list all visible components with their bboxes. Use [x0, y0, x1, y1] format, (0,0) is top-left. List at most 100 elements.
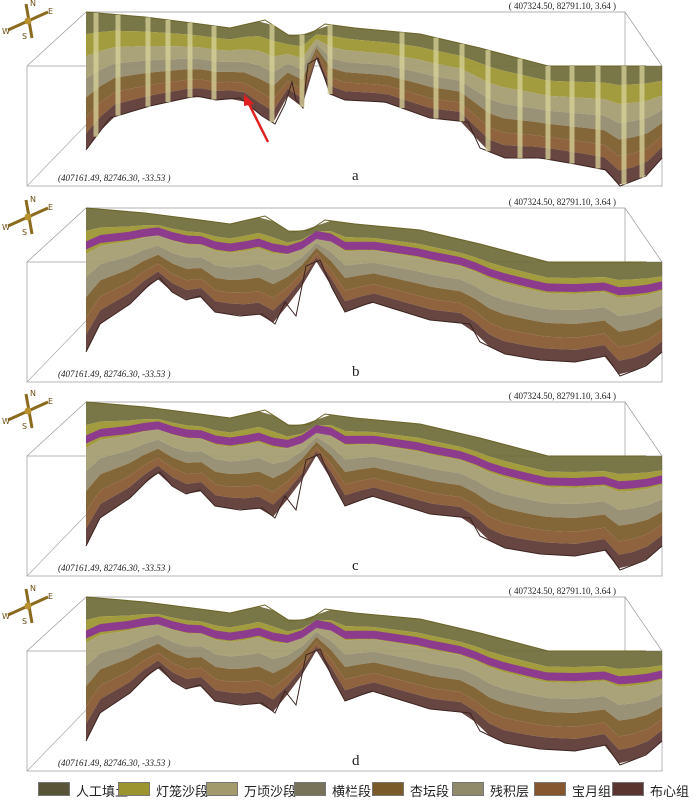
stratum-layer — [86, 208, 662, 280]
borehole-column — [569, 66, 575, 164]
compass-icon: N S W E — [2, 196, 53, 236]
red-arrow — [246, 101, 270, 143]
stratum-layer — [86, 257, 662, 375]
borehole-column — [145, 17, 151, 107]
compass-center — [24, 407, 32, 415]
bounding-box-edge — [26, 207, 87, 263]
borehole-column — [399, 32, 405, 109]
bounding-box-edge — [26, 514, 87, 577]
bounding-box-edge — [26, 11, 87, 67]
stratum-layer — [86, 597, 662, 669]
panel-c: ( 407324.50, 82791.10, 3.64 ) (407161.49… — [0, 390, 700, 585]
stratum-layer — [86, 242, 662, 332]
legend-swatch — [206, 782, 238, 796]
top-right-coordinate: ( 407324.50, 82791.10, 3.64 ) — [508, 391, 616, 401]
borehole-column — [115, 14, 121, 116]
top-surface — [85, 596, 646, 652]
stratum-layer — [86, 646, 662, 764]
bounding-box-edge — [624, 11, 663, 67]
legend: 人工填土 灯笼沙段 万顷沙段 横栏段 杏坛段 残积层 宝月组 布心组 — [38, 780, 689, 800]
stratum-layer — [86, 429, 662, 510]
borehole-column — [517, 58, 523, 158]
base-surface — [85, 259, 663, 377]
top-surface — [85, 401, 646, 457]
compass-letter: W — [2, 223, 10, 232]
bounding-box-edge — [26, 124, 87, 187]
panel-b: ( 407324.50, 82791.10, 3.64 ) (407161.49… — [0, 196, 700, 391]
panel-d: ( 407324.50, 82791.10, 3.64 ) (407161.49… — [0, 585, 700, 780]
borehole-column — [299, 34, 305, 107]
bottom-left-coordinate: (407161.49, 82746.30, -33.53 ) — [58, 173, 171, 183]
borehole-column — [187, 22, 193, 98]
purple-interlayer — [86, 421, 662, 490]
top-right-coordinate: ( 407324.50, 82791.10, 3.64 ) — [508, 1, 616, 11]
legend-label: 灯笼沙段 — [156, 785, 209, 800]
compass-icon: N S W E — [2, 390, 53, 430]
bounding-box-edge — [624, 207, 663, 263]
borehole-column — [93, 12, 99, 137]
panel-label: c — [352, 558, 359, 574]
bounding-box-edge — [26, 320, 87, 383]
bounding-box-edge — [26, 401, 87, 457]
top-right-coordinate: ( 407324.50, 82791.10, 3.64 ) — [508, 586, 616, 596]
legend-label: 横栏段 — [332, 785, 372, 800]
panel-label: a — [352, 168, 359, 184]
compass-letter: N — [30, 196, 36, 204]
base-surface — [85, 57, 663, 187]
legend-swatch — [38, 782, 70, 796]
stratum-layer — [86, 247, 662, 348]
borehole-column — [433, 37, 439, 119]
compass-letter: E — [48, 7, 53, 16]
bounding-box-edge — [624, 401, 663, 457]
compass-letter: S — [22, 422, 27, 430]
stratum-layer — [86, 235, 662, 316]
legend-label: 人工填土 — [76, 785, 129, 800]
compass-letter: E — [48, 397, 53, 406]
legend-label: 杏坛段 — [410, 785, 450, 800]
base-surface — [85, 648, 663, 766]
stratum-layer — [86, 636, 662, 737]
top-surface — [85, 207, 646, 263]
borehole-column — [269, 24, 275, 123]
compass-letter: S — [22, 617, 27, 625]
stratum-layer — [86, 446, 662, 555]
compass-center — [24, 602, 32, 610]
purple-interlayer — [86, 227, 662, 296]
borehole-column — [211, 25, 217, 100]
compass-letter: S — [22, 228, 27, 236]
stratum-layer — [86, 641, 662, 750]
stratum-layer — [86, 252, 662, 361]
compass-center — [24, 213, 32, 221]
stratum-layer — [86, 436, 662, 526]
bounding-box-edge — [26, 596, 87, 652]
compass-letter: W — [2, 27, 10, 36]
borehole-column — [165, 19, 171, 103]
bounding-box-edge — [26, 709, 87, 772]
legend-swatch — [372, 782, 404, 796]
borehole-column — [545, 66, 551, 160]
purple-interlayer — [86, 616, 662, 685]
panel-label: d — [352, 753, 360, 769]
compass-letter: N — [30, 585, 36, 593]
stratum-layer — [86, 441, 662, 542]
legend-swatch — [294, 782, 326, 796]
compass-letter: S — [22, 32, 27, 40]
panel-label: b — [352, 364, 360, 380]
legend-swatch — [534, 782, 566, 796]
borehole-column — [327, 24, 333, 95]
stratum-layer — [86, 631, 662, 721]
panel-a-model — [26, 11, 663, 187]
legend-swatch — [452, 782, 484, 796]
compass-letter: E — [48, 592, 53, 601]
stratum-layer — [86, 624, 662, 705]
bounding-box-edge — [624, 596, 663, 652]
compass-icon: N S W E — [2, 0, 53, 40]
compass-icon: N S W E — [2, 585, 53, 625]
compass-letter: W — [2, 612, 10, 621]
compass-letter: N — [30, 0, 36, 8]
bottom-left-coordinate: (407161.49, 82746.30, -33.53 ) — [58, 758, 171, 768]
borehole-column — [621, 66, 627, 185]
red-arrow-head — [244, 94, 254, 106]
legend-label: 残积层 — [490, 785, 530, 800]
bottom-left-coordinate: (407161.49, 82746.30, -33.53 ) — [58, 369, 171, 379]
